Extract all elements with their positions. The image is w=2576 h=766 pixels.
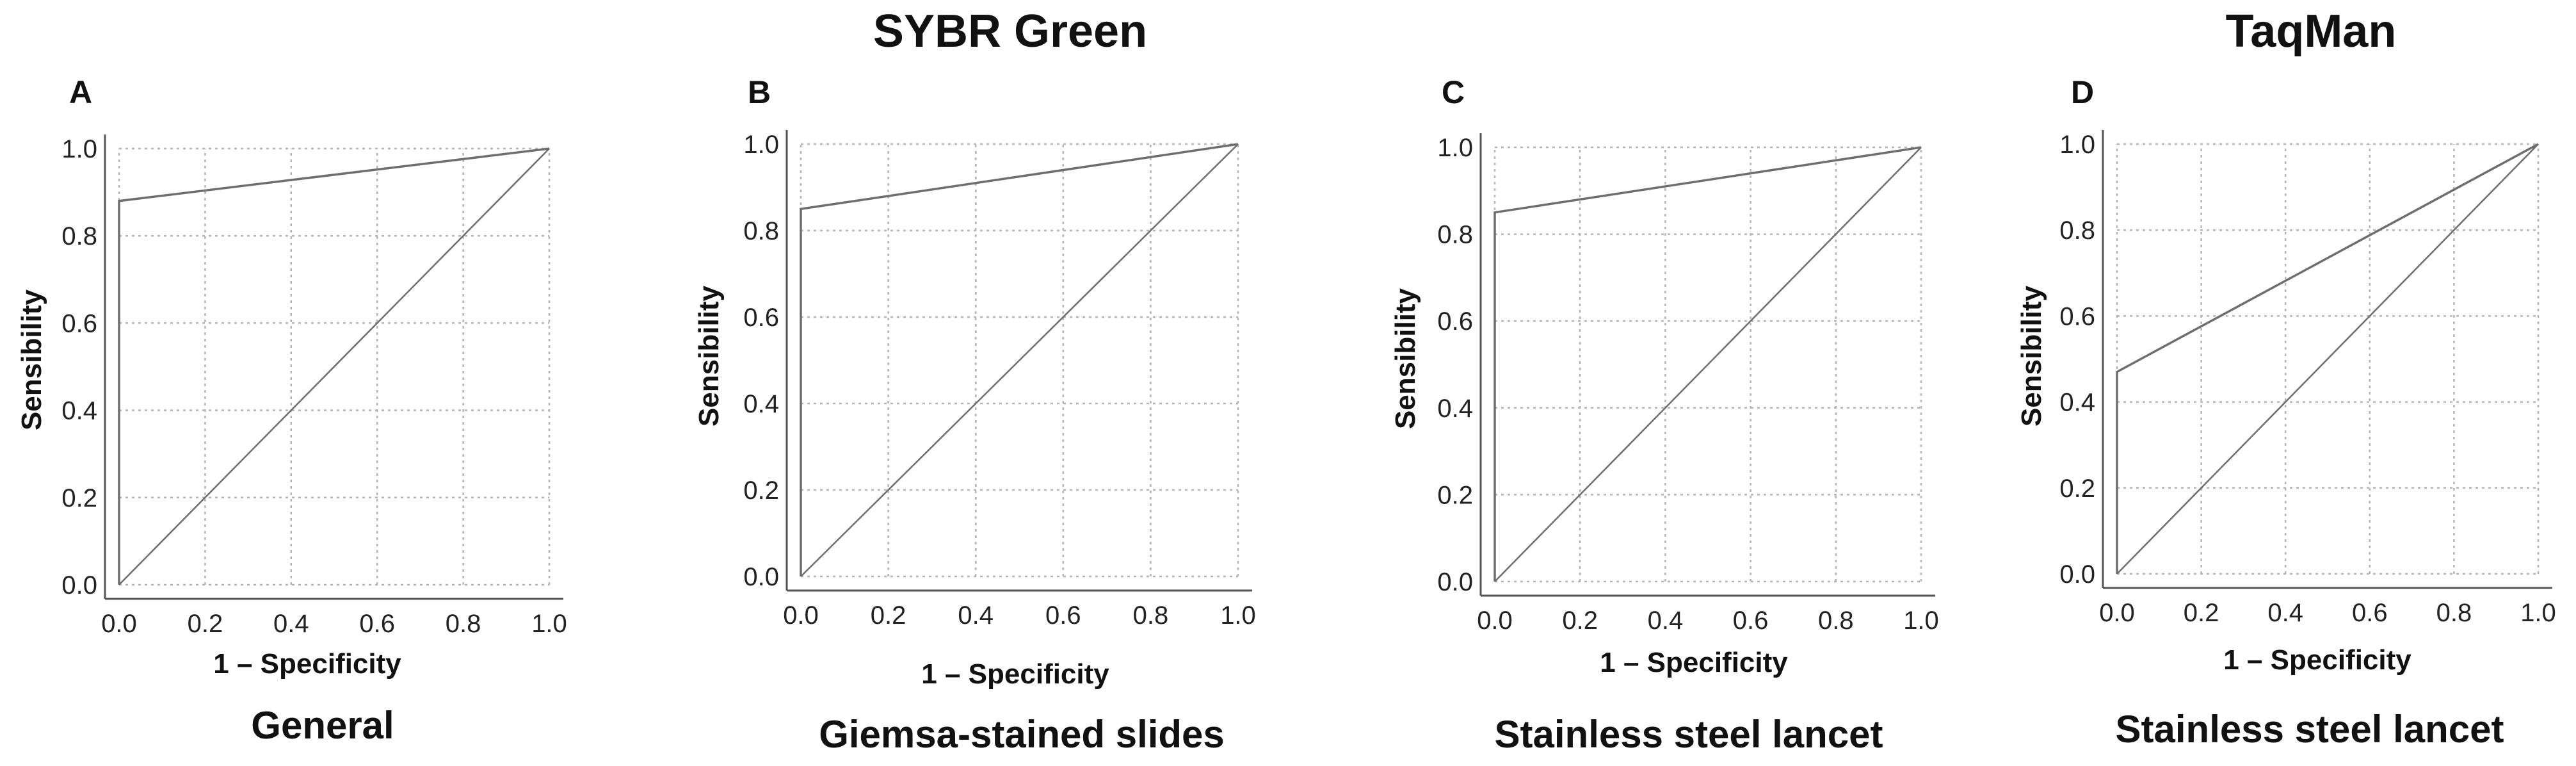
chart-caption: Stainless steel lancet bbox=[2115, 708, 2504, 751]
x-tick-label: 0.2 bbox=[188, 610, 223, 638]
chart-panel-a: A 0.0 0.0 0.2 0.2 0.4 0.4 0.6 0.6 0.8 0.8 1.0 1.0 S… bbox=[0, 0, 644, 766]
y-tick-label: 0.8 bbox=[1437, 221, 1473, 249]
y-tick-label: 0.2 bbox=[61, 484, 97, 512]
panel-letter: D bbox=[2071, 74, 2095, 110]
y-tick-label: 1.0 bbox=[2059, 131, 2095, 159]
panel-letter: C bbox=[1442, 74, 1465, 110]
chart-plot-d: 0.00.0 0.2 0.2 0.4 0.4 0.6 0.6 0.8 0.8 1.0 1.0 bbox=[2059, 130, 2556, 627]
x-tick-label: 0.0 bbox=[101, 610, 137, 638]
reference-diagonal-line bbox=[2116, 143, 2539, 574]
x-tick-label: 0.8 bbox=[1818, 607, 1854, 635]
chart-panel-c: C 0.0 0.0 0.2 0.2 0.4 0.4 0.6 0.6 0.8 0.8 1.0 1.0 S… bbox=[1288, 0, 1939, 766]
x-tick-label: 1.0 bbox=[1220, 601, 1256, 630]
y-tick-label: 0.0 bbox=[1437, 568, 1473, 596]
group-title-sybr-green: SYBR Green bbox=[873, 6, 1148, 57]
y-tick-label: 0.2 bbox=[2059, 475, 2095, 503]
x-tick-label: 0.2 bbox=[871, 601, 906, 630]
y-tick-label: 0.2 bbox=[1437, 481, 1473, 509]
reference-diagonal-line bbox=[800, 143, 1239, 577]
x-tick-label: 1.0 bbox=[1903, 607, 1939, 635]
x-tick-label: 0.8 bbox=[2436, 599, 2472, 627]
chart-caption: Giemsa-stained slides bbox=[819, 713, 1225, 756]
x-tick-label: 0.2 bbox=[1562, 607, 1598, 635]
y-axis-label: Sensibility bbox=[2016, 285, 2047, 427]
y-tick-label: 0.0 bbox=[2059, 560, 2095, 589]
x-tick-label: 0.6 bbox=[1733, 607, 1769, 635]
x-tick-label: 0.6 bbox=[359, 610, 395, 638]
y-axis-label: Sensibility bbox=[16, 289, 47, 431]
x-tick-label: 0.2 bbox=[2184, 599, 2219, 627]
x-axis-label: 1 – Specificity bbox=[921, 658, 1109, 690]
chart-panel-d: D 0.0 0.0 0.2 0.2 0.4 0.4 0.6 0.6 0.8 0.8 1.0 1.0 S… bbox=[1932, 0, 2576, 766]
y-tick-label: 0.8 bbox=[61, 222, 97, 250]
roc-curve-line bbox=[1493, 146, 1922, 582]
y-tick-label: 1.0 bbox=[1437, 134, 1473, 162]
x-tick-label: 0.0 bbox=[2099, 599, 2135, 627]
y-tick-label: 0.6 bbox=[2059, 302, 2095, 330]
x-tick-label: 0.4 bbox=[273, 610, 309, 638]
reference-diagonal-line bbox=[1494, 147, 1922, 582]
x-tick-label: 1.0 bbox=[2520, 599, 2556, 627]
roc-curve-line bbox=[2116, 143, 2539, 574]
x-tick-label: 0.4 bbox=[1648, 607, 1684, 635]
chart-plot-a: 0.00.0 0.2 0.2 0.4 0.4 0.6 0.6 0.8 0.8 1.0 1.0 bbox=[61, 134, 567, 638]
group-title-taqman: TaqMan bbox=[2225, 6, 2397, 57]
y-axis-label: Sensibility bbox=[693, 285, 725, 427]
y-axis-label: Sensibility bbox=[1390, 288, 1421, 430]
y-tick-label: 0.8 bbox=[2059, 216, 2095, 245]
x-tick-label: 0.0 bbox=[1477, 607, 1513, 635]
x-tick-label: 0.6 bbox=[1045, 601, 1081, 630]
x-axis-label: 1 – Specificity bbox=[2223, 644, 2411, 676]
roc-curve-line bbox=[118, 147, 550, 585]
x-tick-label: 0.0 bbox=[783, 601, 819, 630]
roc-curve-line bbox=[800, 143, 1239, 576]
chart-caption: General bbox=[251, 704, 394, 747]
y-tick-label: 0.4 bbox=[61, 397, 97, 425]
x-tick-label: 0.4 bbox=[2267, 599, 2303, 627]
y-tick-label: 0.6 bbox=[1437, 307, 1473, 336]
y-tick-label: 0.6 bbox=[743, 304, 779, 332]
x-tick-label: 1.0 bbox=[531, 610, 567, 638]
y-tick-label: 0.4 bbox=[2059, 389, 2095, 417]
y-tick-label: 0.4 bbox=[1437, 395, 1473, 423]
x-tick-label: 0.6 bbox=[2352, 599, 2388, 627]
y-tick-label: 1.0 bbox=[743, 131, 779, 159]
y-tick-label: 0.2 bbox=[743, 477, 779, 505]
chart-plot-b: 0.00.0 0.2 0.2 0.4 0.4 0.6 0.6 0.8 0.8 1.0 1.0 bbox=[743, 130, 1256, 630]
chart-plot-c: 0.00.0 0.2 0.2 0.4 0.4 0.6 0.6 0.8 0.8 1.0 1.0 bbox=[1437, 133, 1939, 635]
y-tick-label: 0.4 bbox=[743, 390, 779, 418]
y-tick-label: 1.0 bbox=[61, 135, 97, 163]
x-tick-label: 0.8 bbox=[1133, 601, 1169, 630]
chart-caption: Stainless steel lancet bbox=[1494, 713, 1883, 756]
panel-letter: A bbox=[69, 74, 93, 110]
y-tick-label: 0.6 bbox=[61, 309, 97, 338]
reference-diagonal-line bbox=[118, 148, 550, 585]
x-axis-label: 1 – Specificity bbox=[1600, 647, 1788, 678]
y-tick-label: 0.8 bbox=[743, 217, 779, 245]
x-tick-label: 0.4 bbox=[958, 601, 994, 630]
y-tick-label: 0.0 bbox=[61, 571, 97, 599]
x-axis-label: 1 – Specificity bbox=[213, 648, 401, 680]
x-tick-label: 0.8 bbox=[446, 610, 481, 638]
chart-panel-b: B 0.0 0.0 0.2 0.2 0.4 0.4 0.6 0.6 0.8 0.8 1.0 1.0 S… bbox=[644, 0, 1288, 766]
panel-letter: B bbox=[748, 74, 771, 110]
y-tick-label: 0.0 bbox=[743, 563, 779, 591]
